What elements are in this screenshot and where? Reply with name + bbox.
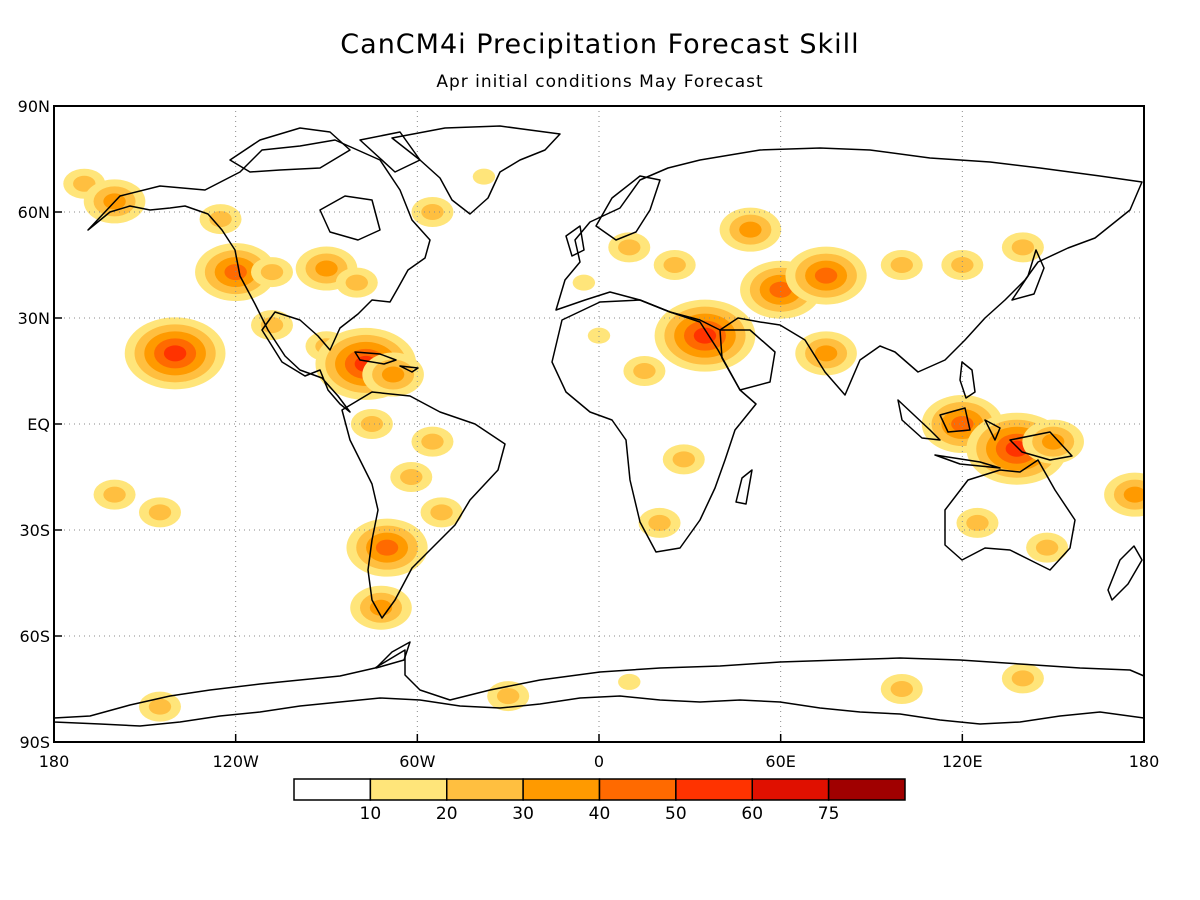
colorbar-swatch-3 xyxy=(522,778,601,801)
skill-region-30-level-1 xyxy=(587,327,611,344)
coastline-madagascar xyxy=(735,469,753,505)
colorbar-label-5: 60 xyxy=(741,804,763,824)
skill-region-29-level-2 xyxy=(633,363,656,379)
skill-region-18-level-4 xyxy=(375,539,399,556)
colorbar-swatch-5 xyxy=(675,778,753,801)
skill-region-17-level-2 xyxy=(430,504,453,521)
colorbar-label-0: 10 xyxy=(360,804,382,824)
skill-region-16-level-2 xyxy=(400,469,423,485)
skill-region-39-level-3 xyxy=(1041,433,1065,450)
skill-region-24-level-2 xyxy=(663,257,686,273)
skill-region-20-level-2 xyxy=(103,486,126,503)
grid-lines xyxy=(54,106,1144,742)
coastline-caribbean xyxy=(354,351,419,373)
tick-label-lon-5: 120E xyxy=(942,752,983,771)
map-plot-area xyxy=(53,105,1145,743)
chart-title: CanCM4i Precipitation Forecast Skill xyxy=(340,29,859,60)
latitude-ticks: 90N 60N 30N EQ 30S 60S 90S xyxy=(18,97,62,752)
tick-label-lat-3: EQ xyxy=(27,415,50,434)
tick-label-lon-4: 60E xyxy=(765,752,795,771)
tick-label-lon-1: 120W xyxy=(212,752,259,771)
coastlines xyxy=(54,125,1144,727)
skill-region-31-level-2 xyxy=(672,451,695,468)
tick-label-lat-0: 90N xyxy=(18,97,50,116)
coastline-british-isles xyxy=(565,225,585,257)
coastline-antarctic-peninsula xyxy=(375,641,411,669)
skill-region-14-level-2 xyxy=(360,416,384,432)
colorbar-swatch-2 xyxy=(446,778,524,801)
colorbar-label-2: 30 xyxy=(512,804,534,824)
coastline-philippines xyxy=(959,361,976,399)
colorbar: 10 20 30 40 50 60 75 xyxy=(293,778,906,824)
skill-region-42-level-3 xyxy=(1123,486,1144,503)
skill-region-41-level-2 xyxy=(1035,539,1059,556)
coastline-indonesia xyxy=(897,399,1073,469)
colorbar-swatch-0 xyxy=(293,778,372,801)
coastline-africa xyxy=(551,299,757,553)
skill-region-33-level-3 xyxy=(814,345,838,362)
skill-region-27-level-4 xyxy=(814,267,838,284)
coastline-greenland xyxy=(391,125,561,215)
colorbar-label-1: 20 xyxy=(436,804,458,824)
tick-label-lon-6: 180 xyxy=(1129,752,1160,771)
skill-region-11-level-5 xyxy=(163,345,187,362)
skill-field-layer xyxy=(63,168,1144,722)
tick-label-lat-5: 60S xyxy=(19,627,50,646)
coastline-antarctica xyxy=(54,649,1144,727)
tick-label-lon-3: 0 xyxy=(594,752,604,771)
skill-region-26-level-4 xyxy=(769,281,792,298)
coastline-north-america xyxy=(87,139,431,413)
skill-region-32-level-2 xyxy=(648,514,671,531)
skill-region-7-level-2 xyxy=(260,317,284,334)
longitude-ticks: 180 120W 60W 0 60E 120E 180 xyxy=(39,734,1160,771)
skill-region-21-level-2 xyxy=(148,504,172,521)
colorbar-label-4: 50 xyxy=(665,804,687,824)
coastline-south-america xyxy=(341,391,506,619)
coastline-hudson-bay xyxy=(319,195,381,241)
skill-region-2-level-2 xyxy=(209,211,232,228)
colorbar-swatch-4 xyxy=(598,778,677,801)
coastline-arabia xyxy=(719,329,776,391)
skill-region-40-level-2 xyxy=(966,514,989,531)
tick-label-lat-6: 90S xyxy=(19,733,50,752)
skill-region-25-level-3 xyxy=(739,221,762,238)
colorbar-swatch-7 xyxy=(827,778,906,801)
coastline-scandinavia xyxy=(595,175,661,241)
skill-region-34-level-2 xyxy=(890,257,913,273)
skill-region-15-level-2 xyxy=(421,433,444,450)
skill-region-45-level-1 xyxy=(618,673,641,690)
skill-region-47-level-2 xyxy=(1011,670,1035,687)
skill-region-10-level-3 xyxy=(381,366,405,383)
colorbar-label-6: 75 xyxy=(818,804,840,824)
skill-region-44-level-2 xyxy=(496,688,520,705)
colorbar-label-3: 40 xyxy=(589,804,611,824)
skill-region-3-level-4 xyxy=(224,264,247,281)
skill-region-43-level-2 xyxy=(148,698,172,715)
colorbar-swatch-1 xyxy=(369,778,448,801)
skill-region-13-level-1 xyxy=(472,168,496,185)
tick-label-lon-0: 180 xyxy=(39,752,70,771)
colorbar-swatch-6 xyxy=(751,778,830,801)
skill-region-12-level-2 xyxy=(421,204,444,220)
tick-label-lat-1: 60N xyxy=(18,203,50,222)
skill-region-23-level-2 xyxy=(618,239,641,256)
skill-region-4-level-2 xyxy=(260,264,284,281)
skill-region-22-level-1 xyxy=(572,274,596,291)
skill-region-36-level-2 xyxy=(1011,239,1035,256)
tick-label-lat-2: 30N xyxy=(18,309,50,328)
tick-label-lon-2: 60W xyxy=(399,752,435,771)
coastline-new-zealand xyxy=(1107,545,1143,601)
skill-region-5-level-3 xyxy=(315,260,338,277)
coastline-japan xyxy=(1011,249,1045,301)
chart-subtitle: Apr initial conditions May Forecast xyxy=(436,72,763,92)
skill-region-0-level-2 xyxy=(73,175,96,192)
skill-region-35-level-2 xyxy=(951,257,974,273)
tick-label-lat-4: 30S xyxy=(19,521,50,540)
skill-region-46-level-2 xyxy=(890,681,913,697)
skill-region-6-level-2 xyxy=(345,274,368,291)
coastline-australia xyxy=(944,459,1076,571)
